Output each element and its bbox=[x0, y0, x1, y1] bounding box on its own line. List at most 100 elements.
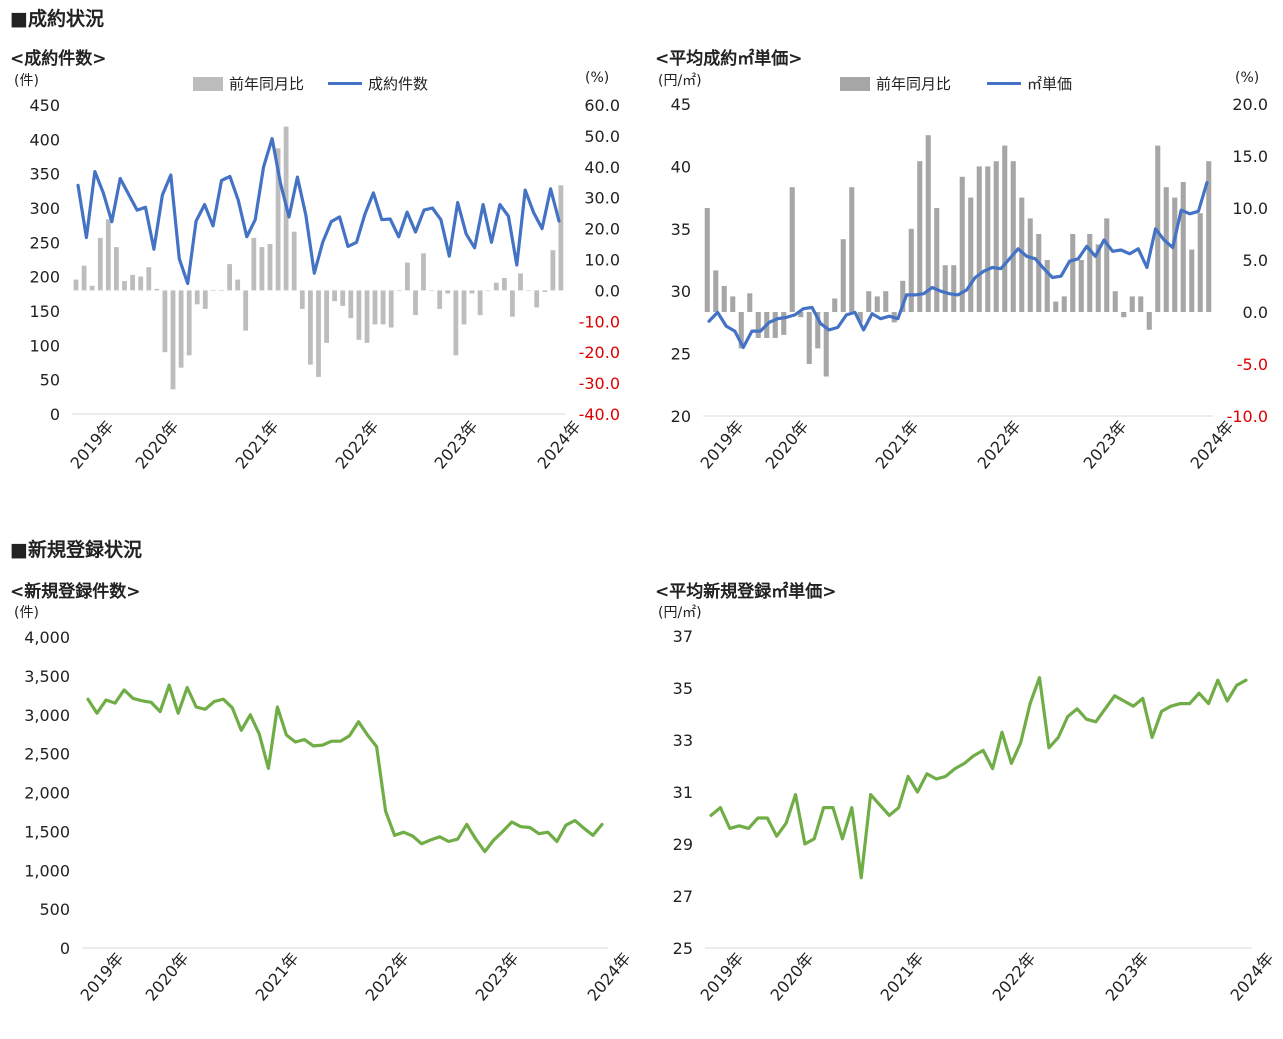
bar-c1 bbox=[324, 290, 329, 343]
bar-c1 bbox=[114, 247, 119, 291]
legend-line-label: ㎡単価 bbox=[1027, 75, 1073, 93]
bar-c1 bbox=[558, 185, 564, 291]
left-tick-label: 1,500 bbox=[24, 822, 70, 841]
bar-c1 bbox=[356, 290, 362, 340]
bar-c2 bbox=[1070, 234, 1076, 312]
bar-c1 bbox=[493, 282, 499, 291]
right-unit-avg-contract-unit-price: (%) bbox=[1235, 70, 1260, 86]
section-title-new-listings: ■新規登録状況 bbox=[10, 539, 142, 561]
x-tick-label: 2019年 bbox=[77, 949, 128, 1005]
line-series-c1 bbox=[76, 137, 561, 286]
x-tick-label: 2024年 bbox=[584, 949, 635, 1005]
bar-c1 bbox=[437, 290, 443, 309]
bar-c1 bbox=[485, 290, 491, 291]
left-tick-label: 350 bbox=[29, 165, 60, 184]
bar-c2 bbox=[951, 265, 957, 312]
left-tick-label: 25 bbox=[673, 939, 693, 958]
right-tick-label: -5.0 bbox=[1237, 355, 1268, 374]
left-tick-label: 25 bbox=[671, 345, 691, 364]
bar-c1 bbox=[267, 244, 273, 291]
left-tick-label: 250 bbox=[29, 233, 60, 252]
left-tick-label: 31 bbox=[673, 783, 693, 802]
bar-c1 bbox=[154, 288, 160, 291]
bar-c1 bbox=[348, 290, 354, 319]
legend-bar-label: 前年同月比 bbox=[229, 75, 305, 93]
bar-c2 bbox=[840, 239, 846, 312]
x-tick-label: 2021年 bbox=[232, 417, 283, 473]
bar-c1 bbox=[259, 247, 265, 291]
bar-c1 bbox=[97, 237, 103, 291]
bar-c2 bbox=[1053, 301, 1059, 312]
left-tick-label: 45 bbox=[671, 95, 691, 114]
bar-c1 bbox=[81, 265, 87, 291]
bar-c1 bbox=[372, 290, 378, 325]
x-tick-label: 2019年 bbox=[67, 417, 118, 473]
bar-c2 bbox=[1104, 218, 1110, 312]
x-tick-label: 2022年 bbox=[989, 949, 1040, 1005]
bar-c1 bbox=[138, 276, 144, 291]
right-tick-label: -30.0 bbox=[579, 374, 620, 393]
bar-c2 bbox=[1180, 182, 1186, 312]
left-tick-label: 2,000 bbox=[24, 784, 70, 803]
bar-c2 bbox=[1019, 197, 1025, 312]
bar-c2 bbox=[1112, 291, 1118, 312]
bar-c1 bbox=[405, 262, 410, 291]
bar-c2 bbox=[1155, 145, 1161, 312]
bar-c2 bbox=[1010, 161, 1016, 312]
bar-c1 bbox=[251, 237, 257, 291]
bar-c1 bbox=[89, 285, 95, 291]
left-tick-label: 3,500 bbox=[24, 667, 70, 686]
bar-c1 bbox=[186, 290, 192, 356]
legend-bar-swatch bbox=[840, 76, 870, 91]
bar-c2 bbox=[772, 312, 778, 338]
legend-contract-count: 前年同月比 成約件数 bbox=[193, 73, 428, 94]
bar-c1 bbox=[219, 290, 224, 291]
bar-c2 bbox=[1036, 234, 1042, 312]
bar-c2 bbox=[959, 176, 965, 312]
x-tick-label: 2019年 bbox=[697, 949, 748, 1005]
bar-c1 bbox=[526, 290, 531, 291]
chart-title-avg-contract-unit-price: <平均成約㎡単価> bbox=[655, 49, 803, 69]
bar-c1 bbox=[194, 290, 200, 305]
left-tick-label: 500 bbox=[39, 900, 70, 919]
x-tick-label: 2023年 bbox=[1102, 949, 1153, 1005]
bar-c1 bbox=[477, 290, 483, 316]
bar-c2 bbox=[806, 312, 812, 364]
bar-c1 bbox=[421, 253, 426, 291]
line-series-c3 bbox=[86, 683, 604, 854]
bar-c2 bbox=[1138, 296, 1144, 312]
bar-c1 bbox=[542, 290, 548, 292]
bar-c2 bbox=[1146, 312, 1152, 330]
left-tick-label: 450 bbox=[29, 96, 60, 115]
bar-c1 bbox=[105, 219, 111, 291]
bar-c1 bbox=[469, 290, 475, 294]
bar-c1 bbox=[316, 290, 321, 377]
legend-line-label: 成約件数 bbox=[368, 75, 429, 93]
left-tick-label: 20 bbox=[671, 407, 691, 426]
bar-c1 bbox=[502, 278, 507, 291]
right-tick-label: -40.0 bbox=[579, 405, 620, 424]
bar-c1 bbox=[364, 290, 370, 343]
bar-c2 bbox=[704, 208, 710, 312]
bar-c1 bbox=[202, 290, 208, 309]
bar-c1 bbox=[396, 290, 402, 291]
right-tick-label: 15.0 bbox=[1232, 147, 1268, 166]
bar-c2 bbox=[1061, 296, 1067, 312]
bar-c2 bbox=[993, 161, 999, 312]
bar-c1 bbox=[380, 290, 386, 325]
left-tick-label: 35 bbox=[673, 679, 693, 698]
bar-c2 bbox=[849, 187, 855, 312]
bar-c2 bbox=[1163, 187, 1169, 312]
right-tick-label: 60.0 bbox=[584, 96, 620, 115]
bar-c2 bbox=[934, 208, 940, 312]
bar-c2 bbox=[1206, 161, 1212, 312]
bar-c1 bbox=[332, 290, 337, 302]
right-tick-label: 20.0 bbox=[1232, 95, 1268, 114]
right-tick-label: 5.0 bbox=[1243, 251, 1268, 270]
bar-c1 bbox=[73, 279, 79, 291]
bar-c2 bbox=[866, 291, 872, 312]
bar-c2 bbox=[713, 270, 719, 312]
left-unit-avg-new-listing-unit-price: (円/㎡) bbox=[658, 605, 702, 621]
